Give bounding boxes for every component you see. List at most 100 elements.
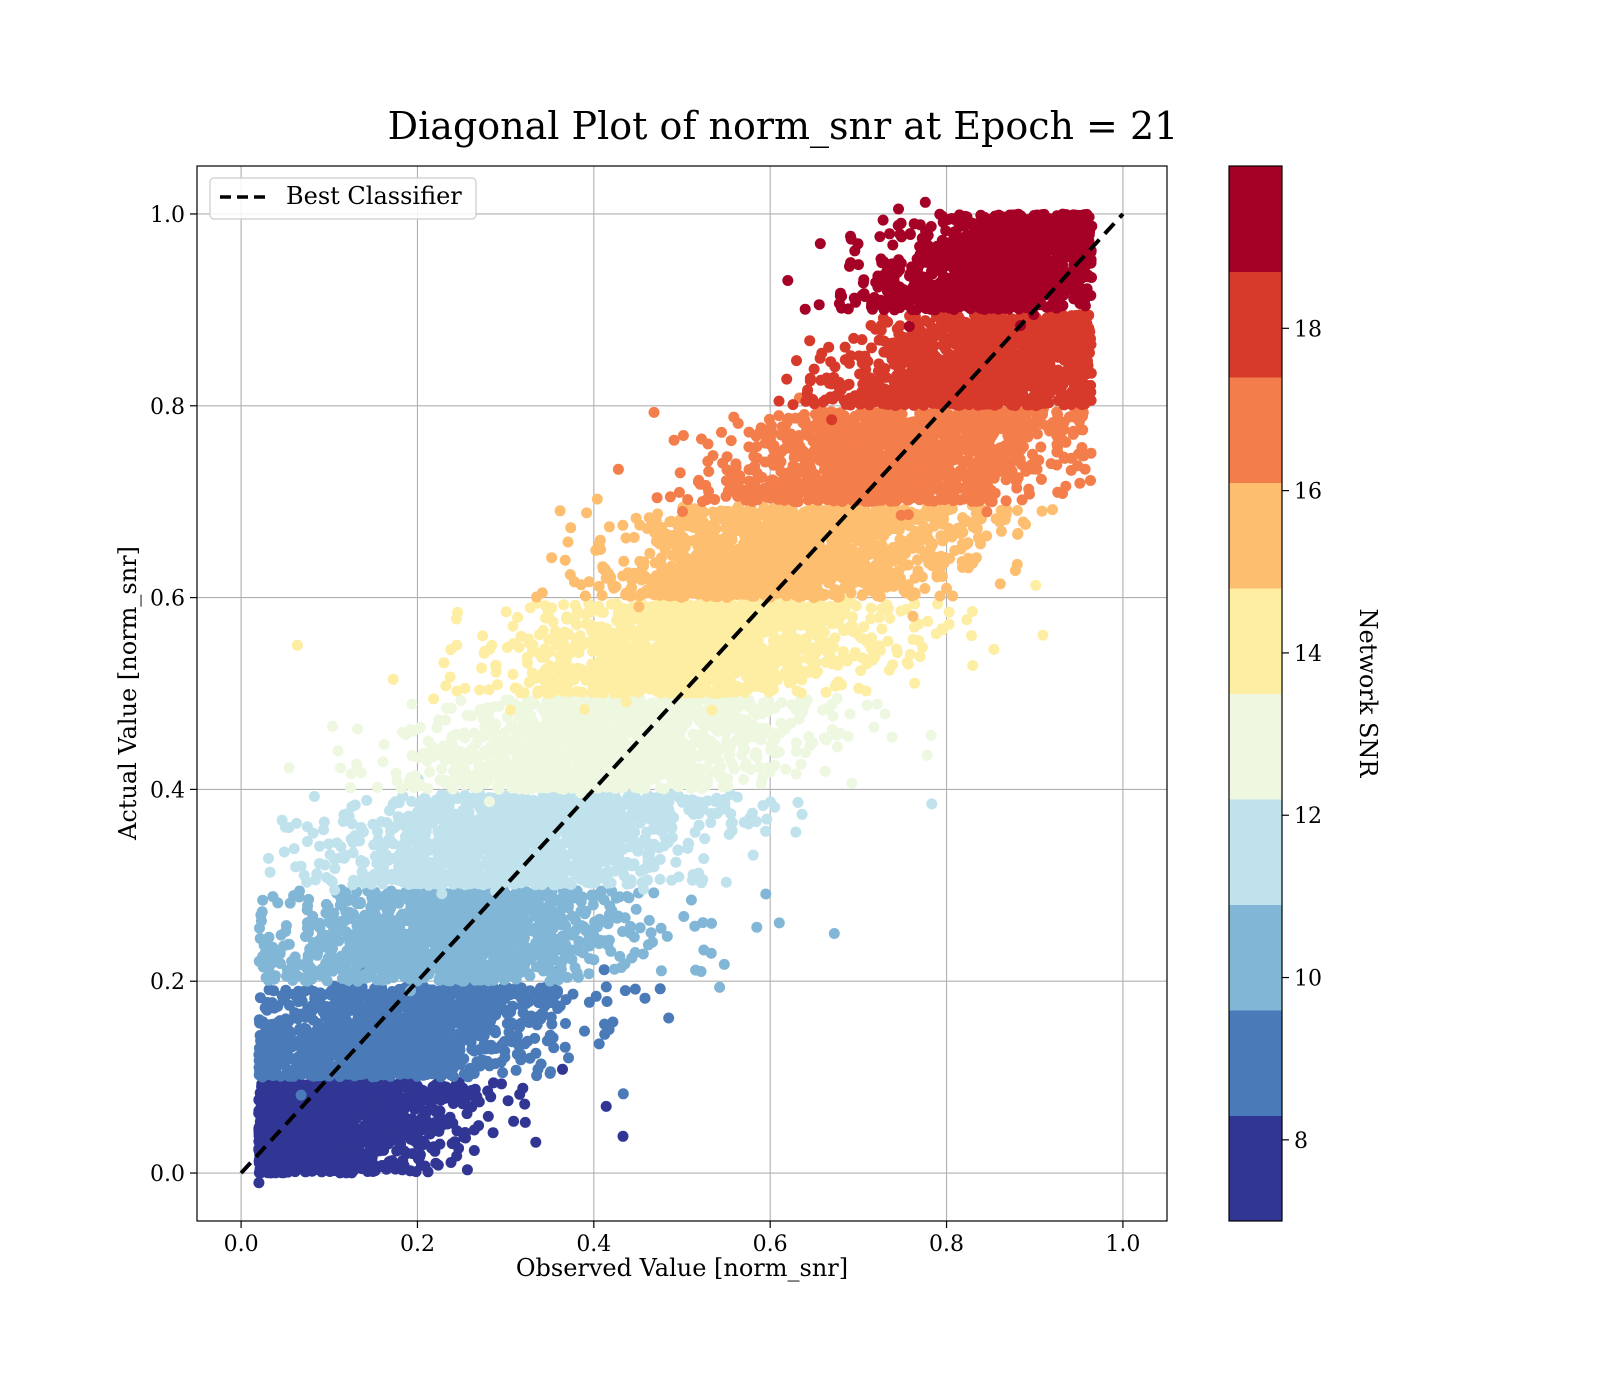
scatter-point (645, 927, 657, 939)
scatter-point (422, 1166, 434, 1178)
scatter-point (695, 966, 707, 977)
scatter-point (365, 1142, 377, 1154)
scatter-point (535, 1058, 547, 1070)
scatter-point (286, 1041, 298, 1053)
scatter-point (634, 817, 646, 829)
scatter-point (493, 903, 505, 915)
scatter-point (519, 1116, 531, 1128)
scatter-point (555, 958, 567, 970)
scatter-point (264, 866, 276, 878)
scatter-point (363, 1156, 375, 1168)
scatter-point (463, 1018, 475, 1030)
scatter-point (318, 968, 330, 980)
scatter-point (399, 1044, 411, 1056)
scatter-point (342, 990, 354, 1002)
scatter-point (457, 958, 469, 970)
scatter-point (257, 894, 269, 906)
scatter-point (492, 934, 504, 946)
scatter-point (557, 1063, 568, 1075)
scatter-point (401, 936, 413, 948)
scatter-point (385, 1111, 397, 1123)
scatter-point (594, 913, 606, 925)
scatter-point (304, 1029, 315, 1041)
scatter-point (331, 837, 343, 849)
scatter-point (497, 1067, 509, 1079)
scatter-point (466, 1085, 477, 1096)
scatter-point (698, 853, 710, 865)
scatter-point (517, 946, 529, 957)
scatter-point (344, 1129, 356, 1140)
scatter-point (418, 899, 429, 911)
scatter-point (392, 1011, 404, 1023)
scatter-point (338, 1068, 350, 1080)
scatter-point (256, 1081, 268, 1093)
scatter-point (393, 1022, 405, 1034)
scatter-point (519, 1038, 531, 1050)
scatter-point (697, 874, 709, 885)
scatter-point (706, 917, 717, 929)
scatter-point (359, 972, 371, 984)
scatter-point (408, 921, 420, 933)
scatter-point (388, 1058, 399, 1070)
scatter-point (401, 1081, 412, 1093)
scatter-point (796, 808, 808, 820)
scatter-point (291, 817, 302, 829)
scatter-point (534, 916, 546, 928)
scatter-point (289, 1053, 301, 1065)
scatter-point (322, 1152, 334, 1164)
scatter-point (547, 913, 559, 925)
scatter-point (723, 828, 735, 840)
scatter-point (583, 953, 595, 965)
scatter-point (323, 1059, 335, 1071)
scatter-point (515, 1017, 527, 1029)
scatter-point (314, 840, 326, 852)
scatter-point (355, 938, 367, 949)
scatter-point (487, 1127, 499, 1139)
scatter-point (472, 991, 484, 1003)
scatter-point (533, 907, 545, 919)
scatter-point (760, 888, 772, 900)
scatter-point (277, 1028, 289, 1040)
scatter-point (381, 1090, 392, 1102)
scatter-point (537, 956, 549, 968)
scatter-point (654, 983, 666, 995)
scatter-point (403, 810, 415, 822)
scatter-point (634, 922, 646, 934)
scatter-point (451, 1093, 463, 1105)
scatter-point (626, 952, 638, 964)
scatter-point (386, 956, 398, 968)
scatter-point (334, 1167, 346, 1179)
scatter-point (547, 996, 559, 1008)
scatter-point (280, 925, 292, 937)
scatter-point (517, 1007, 529, 1019)
scatter-point (292, 985, 304, 997)
scatter-point (302, 900, 314, 912)
scatter-point (482, 1110, 494, 1122)
scatter-point (580, 905, 592, 917)
scatter-point (367, 818, 379, 830)
scatter-point (470, 960, 482, 972)
scatter-point (398, 913, 410, 925)
scatter-point (388, 1081, 400, 1093)
scatter-point (579, 1025, 590, 1037)
scatter-point (310, 1141, 322, 1153)
scatter-point (298, 1134, 310, 1146)
scatter-point (583, 968, 595, 980)
scatter-point (614, 950, 626, 962)
scatter-point (518, 901, 530, 913)
scatter-point (381, 973, 393, 985)
scatter-point (570, 914, 582, 926)
scatter-point (617, 1088, 629, 1100)
scatter-point (303, 1050, 315, 1062)
scatter-point (513, 987, 525, 999)
scatter-point (553, 974, 565, 986)
scatter-point (535, 1013, 547, 1025)
scatter-point (629, 983, 641, 995)
scatter-point (319, 859, 331, 871)
scatter-point (415, 939, 427, 951)
scatter-point (352, 1143, 364, 1155)
scatter-point (449, 1053, 461, 1064)
scatter-point (509, 970, 521, 982)
scatter-point (619, 985, 631, 997)
